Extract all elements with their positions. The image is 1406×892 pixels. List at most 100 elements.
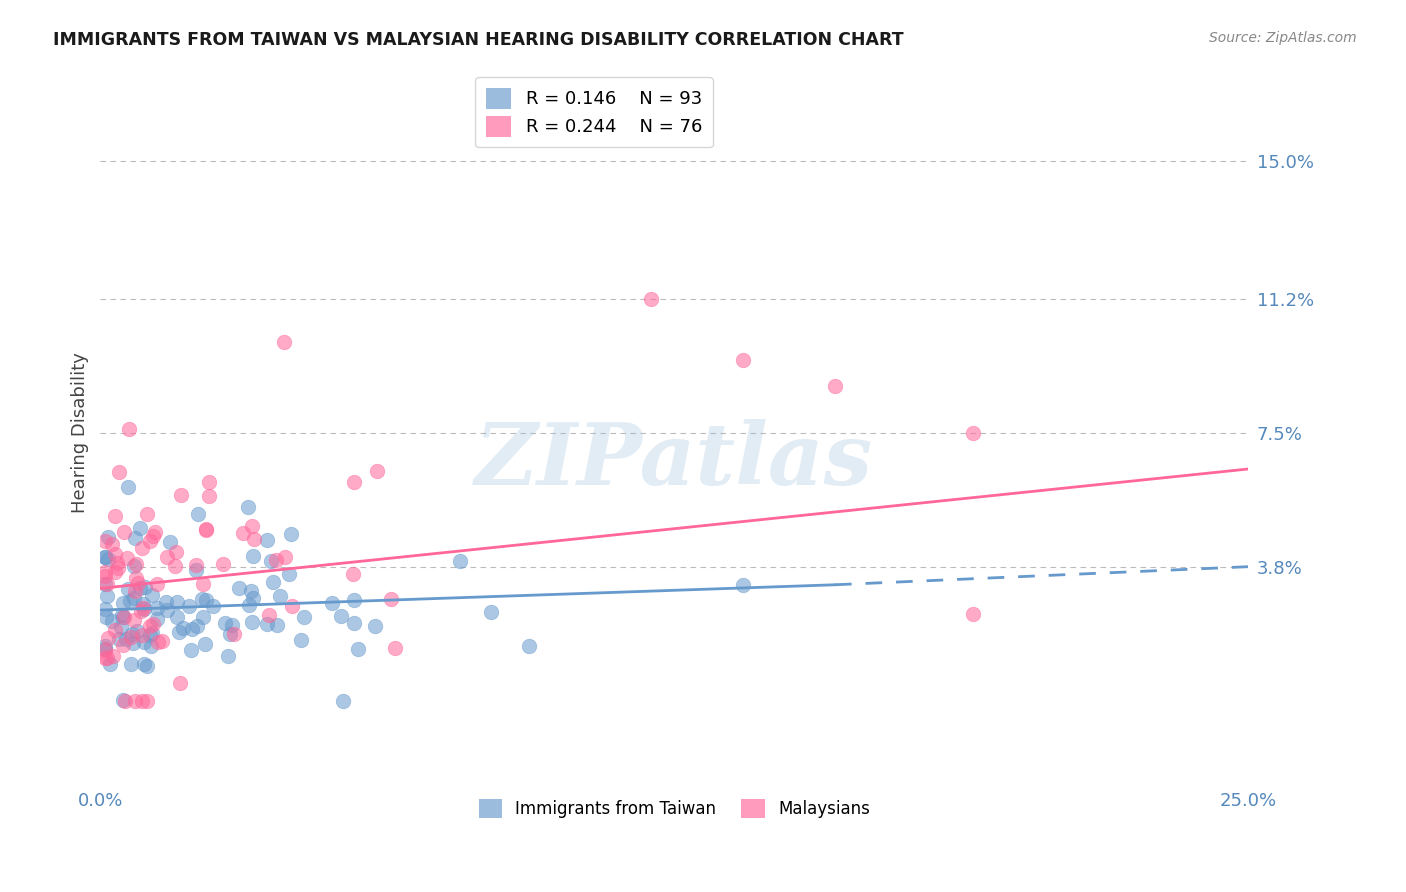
- Point: [124, 693, 146, 707]
- Point: [292, 609, 315, 624]
- Point: [166, 610, 188, 624]
- Point: [517, 640, 540, 654]
- Point: [131, 541, 153, 555]
- Point: [94, 639, 117, 653]
- Point: [112, 610, 135, 624]
- Point: [125, 557, 148, 571]
- Point: [101, 648, 124, 663]
- Point: [112, 638, 135, 652]
- Point: [273, 335, 295, 350]
- Point: [125, 624, 148, 639]
- Point: [132, 597, 155, 611]
- Point: [212, 558, 235, 572]
- Point: [108, 465, 131, 479]
- Point: [640, 292, 662, 306]
- Point: [330, 609, 353, 624]
- Point: [131, 693, 153, 707]
- Point: [221, 618, 243, 632]
- Point: [97, 552, 120, 566]
- Point: [94, 601, 117, 615]
- Point: [96, 576, 118, 591]
- Point: [191, 610, 214, 624]
- Point: [97, 530, 120, 544]
- Point: [384, 640, 406, 655]
- Point: [101, 615, 124, 629]
- Point: [117, 480, 139, 494]
- Point: [342, 567, 364, 582]
- Point: [96, 589, 118, 603]
- Point: [264, 552, 287, 566]
- Point: [114, 693, 136, 707]
- Point: [290, 632, 312, 647]
- Point: [242, 549, 264, 563]
- Point: [240, 615, 263, 629]
- Point: [94, 643, 117, 657]
- Point: [111, 607, 134, 622]
- Point: [479, 605, 502, 619]
- Point: [159, 535, 181, 549]
- Point: [332, 693, 354, 707]
- Point: [156, 550, 179, 565]
- Point: [224, 627, 246, 641]
- Point: [274, 549, 297, 564]
- Point: [135, 507, 157, 521]
- Point: [195, 592, 218, 607]
- Point: [195, 522, 218, 536]
- Point: [98, 657, 121, 671]
- Point: [256, 617, 278, 632]
- Point: [94, 651, 117, 665]
- Point: [366, 464, 388, 478]
- Point: [117, 582, 139, 597]
- Point: [121, 627, 143, 641]
- Point: [104, 547, 127, 561]
- Point: [121, 636, 143, 650]
- Point: [124, 583, 146, 598]
- Point: [128, 581, 150, 595]
- Point: [94, 534, 117, 549]
- Point: [733, 578, 755, 592]
- Point: [141, 589, 163, 603]
- Point: [111, 610, 134, 624]
- Point: [141, 639, 163, 653]
- Point: [269, 589, 291, 603]
- Point: [170, 488, 193, 502]
- Point: [187, 507, 209, 521]
- Point: [146, 634, 169, 648]
- Point: [112, 524, 135, 539]
- Point: [145, 577, 167, 591]
- Point: [94, 565, 117, 579]
- Point: [238, 598, 260, 612]
- Point: [165, 545, 187, 559]
- Point: [104, 509, 127, 524]
- Point: [142, 616, 165, 631]
- Point: [145, 525, 167, 540]
- Point: [139, 619, 162, 633]
- Point: [115, 551, 138, 566]
- Point: [172, 621, 194, 635]
- Point: [127, 575, 149, 590]
- Point: [134, 580, 156, 594]
- Point: [112, 693, 135, 707]
- Point: [101, 537, 124, 551]
- Point: [262, 574, 284, 589]
- Point: [321, 596, 343, 610]
- Point: [184, 558, 207, 573]
- Point: [136, 658, 159, 673]
- Point: [131, 628, 153, 642]
- Point: [280, 526, 302, 541]
- Point: [343, 616, 366, 631]
- Text: IMMIGRANTS FROM TAIWAN VS MALAYSIAN HEARING DISABILITY CORRELATION CHART: IMMIGRANTS FROM TAIWAN VS MALAYSIAN HEAR…: [53, 31, 904, 49]
- Legend: Immigrants from Taiwan, Malaysians: Immigrants from Taiwan, Malaysians: [472, 792, 876, 824]
- Text: Source: ZipAtlas.com: Source: ZipAtlas.com: [1209, 31, 1357, 45]
- Point: [124, 591, 146, 606]
- Point: [118, 594, 141, 608]
- Point: [105, 556, 128, 570]
- Point: [156, 603, 179, 617]
- Point: [138, 628, 160, 642]
- Point: [214, 615, 236, 630]
- Point: [165, 558, 187, 573]
- Point: [94, 642, 117, 657]
- Point: [167, 625, 190, 640]
- Point: [343, 475, 366, 489]
- Point: [141, 625, 163, 640]
